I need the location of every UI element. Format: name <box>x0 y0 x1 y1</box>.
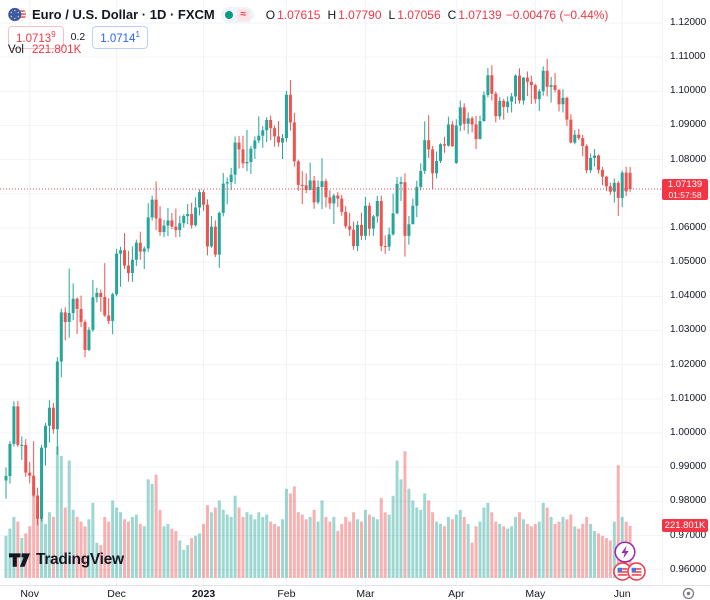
open-value: 1.07615 <box>277 7 321 22</box>
price-label: 1.04000 <box>670 290 707 302</box>
price-label: 1.08000 <box>670 153 707 165</box>
volume-badge: 221.801K <box>662 519 708 533</box>
volume-label: Vol <box>8 44 24 56</box>
time-label: Dec <box>107 588 126 600</box>
time-label: Apr <box>448 588 465 600</box>
gear-icon[interactable] <box>682 587 695 600</box>
price-label: 0.98000 <box>670 495 707 507</box>
price-label: 1.00000 <box>670 427 707 438</box>
symbol-title[interactable]: Euro / U.S. Dollar · 1D · FXCM <box>32 7 215 22</box>
spread-wave-icon: ≈ <box>236 8 250 21</box>
tradingview-logo-icon <box>9 552 30 568</box>
high-value: 1.07790 <box>338 7 382 22</box>
price-axis[interactable]: 1.12000 1.11000 1.10000 1.09000 1.08000 1.060… <box>662 0 710 585</box>
volume-value: 221.801K <box>32 44 82 56</box>
close-value: 1.07139 <box>458 7 502 22</box>
current-price-badge: 1.07139 01:57:58 <box>662 178 708 200</box>
ohlc-legend: O 1.07615 H 1.07790 L 1.07056 C 1.07139 … <box>266 8 609 22</box>
market-status-pill[interactable]: ≈ <box>220 6 254 23</box>
us-flag-icon <box>627 562 646 581</box>
spread-label: 0.2 <box>70 31 86 44</box>
price-label: 1.10000 <box>670 85 707 97</box>
economic-events-badge[interactable] <box>613 562 646 581</box>
price-label: 0.99000 <box>670 461 707 473</box>
price-label: 1.05000 <box>670 256 707 268</box>
price-label: 0.97000 <box>670 529 707 541</box>
price-label: 1.03000 <box>670 324 707 336</box>
close-label: C <box>447 7 457 22</box>
time-label: Mar <box>356 588 375 600</box>
quote-buttons: 1.07139 0.2 1.07141 <box>8 26 148 49</box>
tradingview-logo-text: TradingView <box>36 551 124 568</box>
instant-trading-button[interactable] <box>614 541 636 568</box>
time-label: 2023 <box>191 588 216 600</box>
market-open-dot-icon <box>224 10 233 19</box>
low-value: 1.07056 <box>397 7 441 22</box>
price-label: 1.02000 <box>670 358 707 370</box>
buy-button[interactable]: 1.07141 <box>92 26 148 49</box>
price-label: 1.11000 <box>670 51 706 63</box>
current-price-value: 1.07139 <box>667 178 703 190</box>
bar-countdown: 01:57:58 <box>668 189 702 200</box>
low-label: L <box>388 7 396 22</box>
price-label: 1.12000 <box>670 16 707 28</box>
symbol-legend: Euro / U.S. Dollar · 1D · FXCM ≈ O 1.076… <box>8 6 608 23</box>
price-label: 1.01000 <box>670 392 707 404</box>
time-axis[interactable]: Nov Dec 2023 Feb Mar Apr May Jun <box>0 585 710 600</box>
high-label: H <box>327 7 337 22</box>
price-label: 1.06000 <box>670 221 707 233</box>
open-label: O <box>265 7 276 22</box>
change-value: −0.00476 (−0.44%) <box>505 7 609 22</box>
volume-legend: Vol 221.801K <box>8 44 81 56</box>
lightning-icon <box>614 541 636 563</box>
candlestick-chart[interactable] <box>0 0 662 585</box>
time-label: Jun <box>613 588 631 600</box>
sell-button[interactable]: 1.07139 <box>8 26 64 49</box>
tradingview-logo[interactable]: TradingView <box>9 551 124 569</box>
price-label: 0.96000 <box>670 563 707 575</box>
time-label: Feb <box>277 588 296 600</box>
price-label: 1.09000 <box>670 119 707 131</box>
symbol-icon <box>8 6 26 23</box>
time-label: Nov <box>20 588 40 600</box>
time-label: May <box>525 588 546 600</box>
